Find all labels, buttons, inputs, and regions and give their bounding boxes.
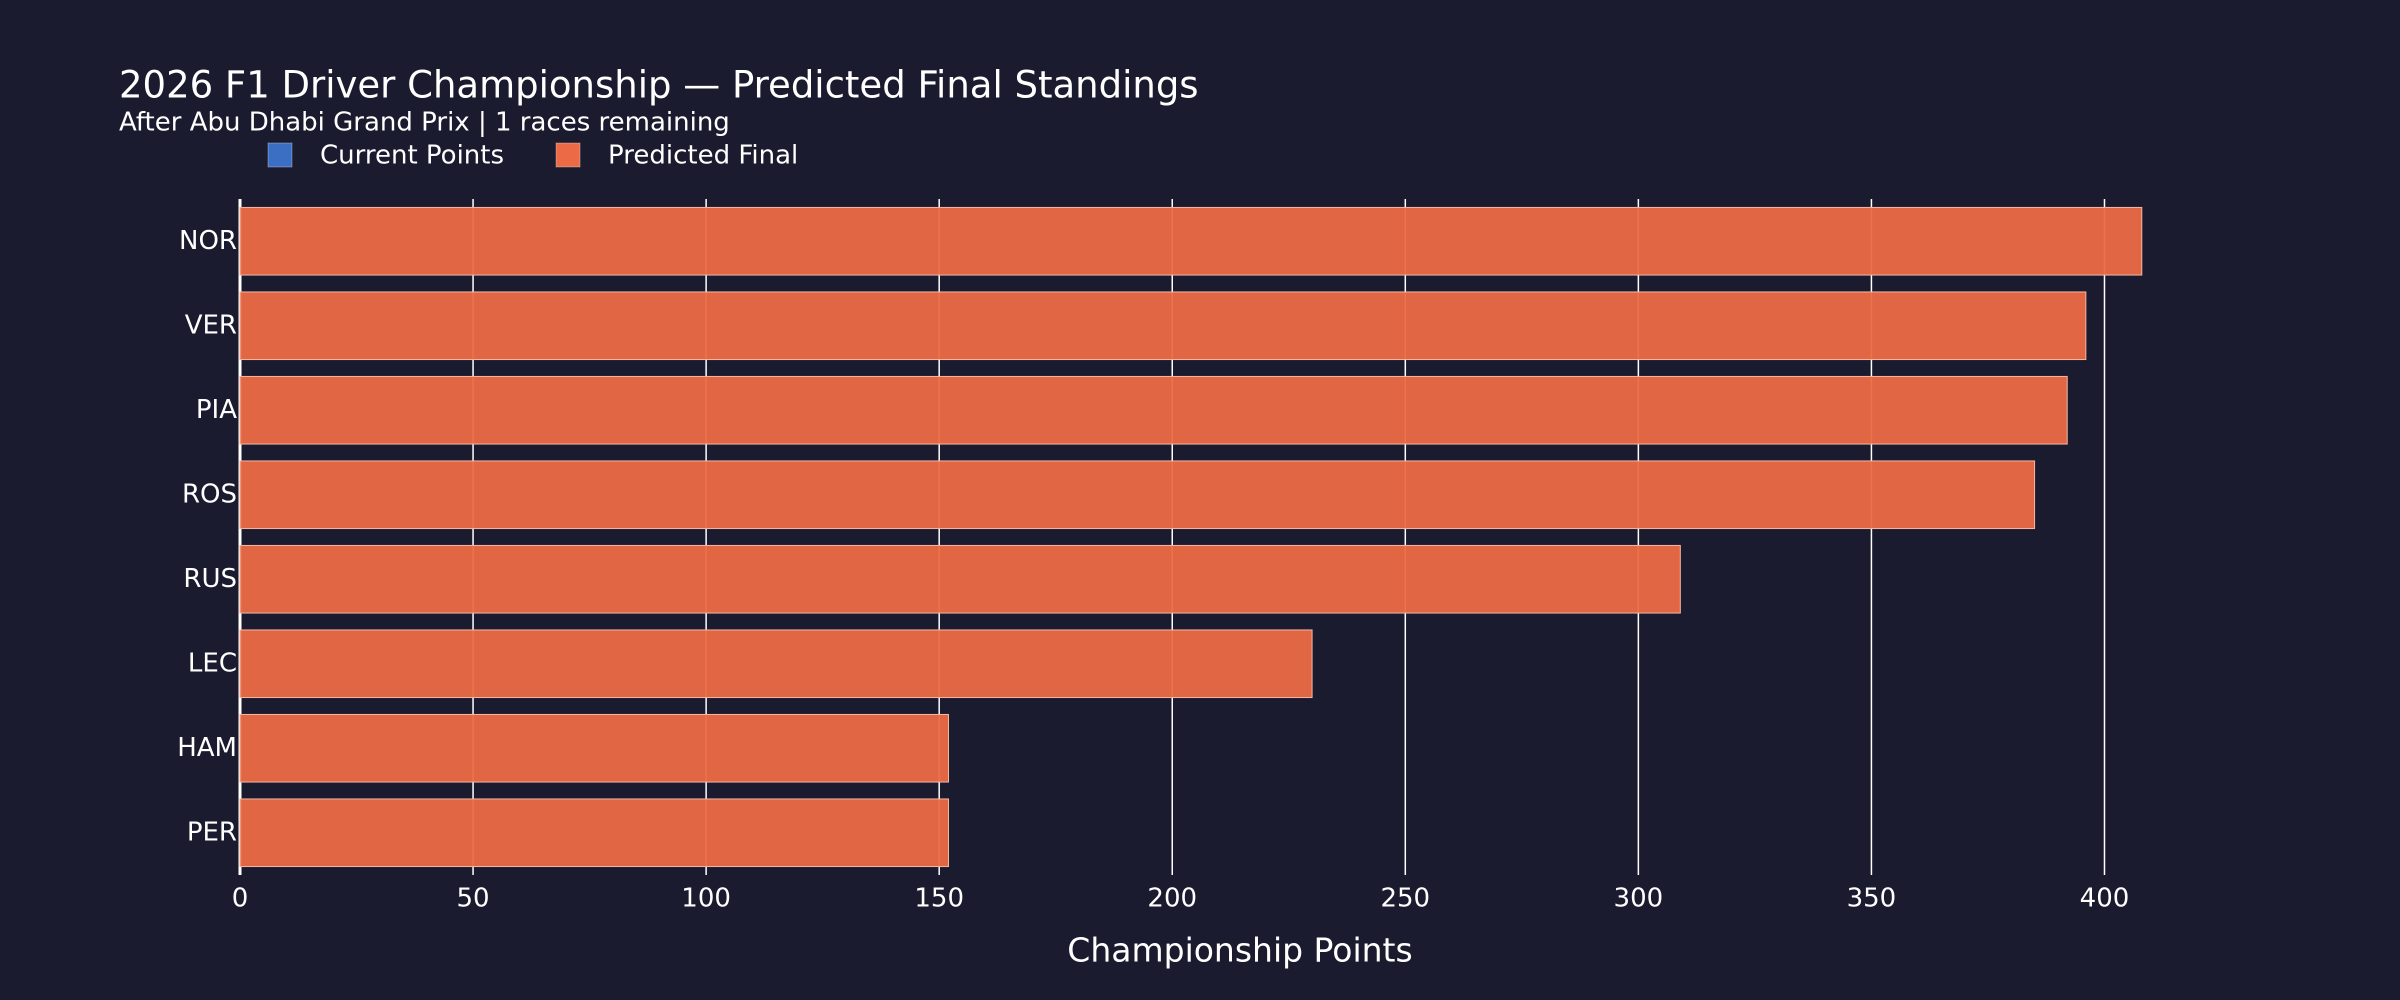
bar <box>239 375 2068 445</box>
x-tick-label: 50 <box>457 884 490 914</box>
x-tick-label: 0 <box>232 884 249 914</box>
legend-swatch <box>267 142 293 168</box>
bar <box>239 713 950 783</box>
x-tick-label: 100 <box>681 884 731 914</box>
y-tick-label: NOR <box>179 226 237 256</box>
y-tick-label: LEC <box>188 648 237 678</box>
x-axis-title: Championship Points <box>1067 931 1412 970</box>
bar <box>239 798 950 868</box>
bar <box>239 544 1681 614</box>
x-tick-label: 400 <box>2080 884 2130 914</box>
legend-label: Predicted Final <box>608 141 798 171</box>
bar <box>239 291 2087 361</box>
x-tick-label: 150 <box>914 884 964 914</box>
bar <box>239 460 2036 530</box>
x-tick-label: 300 <box>1614 884 1664 914</box>
chart-title: 2026 F1 Driver Championship — Predicted … <box>119 64 1199 107</box>
legend-label: Current Points <box>320 141 504 171</box>
y-tick-label: RUS <box>183 564 237 594</box>
y-tick-label: HAM <box>177 733 237 763</box>
bar <box>239 629 1313 699</box>
y-tick-label: VER <box>185 310 237 340</box>
x-tick-label: 250 <box>1380 884 1430 914</box>
y-tick-label: ROS <box>182 479 237 509</box>
bar <box>239 206 2143 276</box>
x-tick-label: 350 <box>1847 884 1897 914</box>
y-tick-label: PIA <box>196 395 237 425</box>
x-tick-label: 200 <box>1147 884 1197 914</box>
legend-swatch <box>555 142 581 168</box>
chart-subtitle: After Abu Dhabi Grand Prix | 1 races rem… <box>119 108 730 138</box>
y-tick-label: PER <box>187 817 237 847</box>
